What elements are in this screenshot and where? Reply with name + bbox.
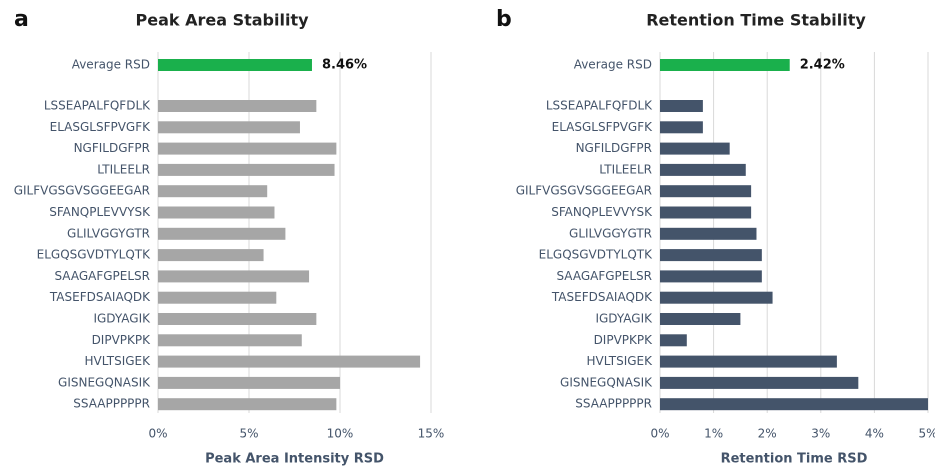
bar [660, 206, 752, 219]
y-tick-label: ELASGLSFPVGFK [552, 120, 654, 134]
bar [660, 142, 730, 155]
x-tick-label: 0% [650, 427, 669, 441]
bar [660, 291, 773, 304]
y-tick-label: LSSEAPALFQFDLK [44, 99, 151, 113]
panel-label: b [496, 7, 512, 32]
bar [158, 100, 317, 112]
y-tick-label: GLILVGGYGTR [67, 226, 150, 240]
bar [660, 163, 746, 176]
bar [158, 227, 286, 240]
chart-title: Peak Area Stability [135, 11, 309, 30]
bar [660, 227, 757, 240]
y-tick-label: LTILEELR [599, 162, 652, 176]
y-tick-label: IGDYAGIK [93, 312, 151, 326]
x-tick-label: 5% [918, 427, 935, 441]
bar [660, 355, 837, 368]
bar [158, 185, 268, 198]
bar [158, 398, 337, 411]
y-tick-label: GLILVGGYGTR [569, 226, 652, 240]
y-tick-label: ELASGLSFPVGFK [50, 120, 152, 134]
y-tick-label: DIPVPKPK [594, 333, 654, 347]
y-tick-label: LTILEELR [97, 162, 150, 176]
y-tick-label: Average RSD [574, 58, 652, 72]
x-axis-title: Peak Area Intensity RSD [205, 452, 384, 466]
bar [660, 121, 703, 134]
x-axis-title: Retention Time RSD [721, 452, 868, 466]
y-tick-label: LSSEAPALFQFDLK [546, 99, 653, 113]
bar [660, 100, 703, 112]
bar [158, 291, 277, 304]
x-tick-label: 0% [148, 427, 167, 441]
bar [158, 313, 317, 325]
x-tick-label: 3% [811, 427, 830, 441]
x-tick-label: 2% [758, 427, 777, 441]
bar [158, 121, 300, 134]
y-tick-label: SSAAPPPPPR [73, 397, 150, 411]
y-tick-label: Average RSD [72, 58, 150, 72]
y-tick-label: NGFILDGFPR [74, 141, 150, 155]
bar [660, 185, 752, 198]
y-tick-label: HVLTSIGEK [84, 354, 151, 368]
y-tick-label: IGDYAGIK [595, 312, 653, 326]
x-tick-label: 1% [704, 427, 723, 441]
x-tick-label: 10% [327, 427, 354, 441]
y-tick-label: GILFVGSGVSGGEEGAR [516, 184, 652, 198]
y-tick-label: DIPVPKPK [92, 333, 152, 347]
y-tick-label: ELGQSGVDTYLQTK [37, 248, 151, 262]
bar [660, 398, 928, 411]
y-tick-label: TASEFDSAIAQDK [551, 290, 653, 304]
y-tick-label: SSAAPPPPPR [575, 397, 652, 411]
y-tick-label: TASEFDSAIAQDK [49, 290, 151, 304]
bar [158, 270, 310, 283]
bar [158, 59, 312, 71]
x-tick-label: 4% [865, 427, 884, 441]
y-tick-label: NGFILDGFPR [576, 141, 652, 155]
bar [660, 249, 762, 262]
y-tick-label: SFANQPLEVVYSK [49, 205, 151, 219]
bar [158, 249, 264, 262]
bar [660, 313, 741, 325]
bar [158, 206, 275, 219]
bar [158, 376, 340, 389]
value-label: 8.46% [322, 58, 367, 73]
y-tick-label: SFANQPLEVVYSK [551, 205, 653, 219]
bar [660, 376, 859, 389]
bar [158, 163, 335, 176]
bar [158, 334, 302, 347]
bar [660, 334, 687, 347]
y-tick-label: GISNEGQNASIK [560, 375, 653, 389]
x-tick-label: 15% [418, 427, 445, 441]
y-tick-label: HVLTSIGEK [586, 354, 653, 368]
bar [158, 355, 421, 368]
bar [660, 59, 790, 71]
x-tick-label: 5% [239, 427, 258, 441]
y-tick-label: GILFVGSGVSGGEEGAR [14, 184, 150, 198]
y-tick-label: SAAGAFGPELSR [556, 269, 652, 283]
panel-label: a [14, 7, 29, 32]
chart-title: Retention Time Stability [646, 11, 866, 30]
y-tick-label: ELGQSGVDTYLQTK [539, 248, 653, 262]
y-tick-label: SAAGAFGPELSR [54, 269, 150, 283]
bar [660, 270, 762, 283]
bar [158, 142, 337, 155]
y-tick-label: GISNEGQNASIK [58, 375, 151, 389]
value-label: 2.42% [800, 58, 845, 73]
